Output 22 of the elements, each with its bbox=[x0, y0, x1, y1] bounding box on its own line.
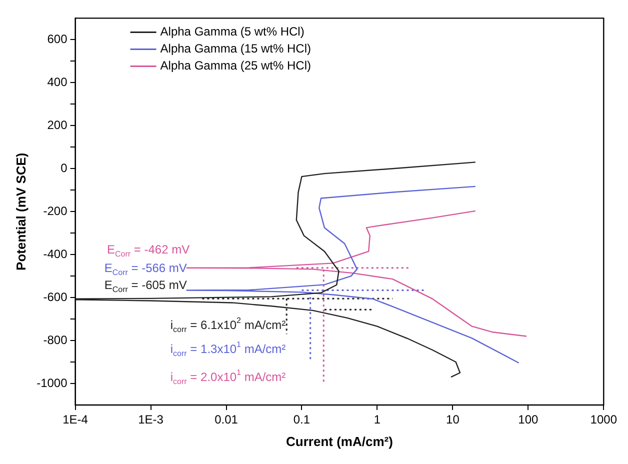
y-tick-label: -400 bbox=[43, 246, 68, 261]
x-tick-label: 10 bbox=[446, 412, 460, 427]
y-tick-label: 200 bbox=[47, 118, 68, 132]
y-axis-title: Potential (mV SCE) bbox=[13, 152, 28, 270]
x-tick-label: 1 bbox=[374, 412, 381, 427]
x-tick-label: 1000 bbox=[590, 412, 618, 427]
legend-label: Alpha Gamma (25 wt% HCl) bbox=[160, 58, 312, 73]
y-tick-label: 600 bbox=[47, 32, 68, 46]
legend-label: Alpha Gamma (5 wt% HCl) bbox=[160, 24, 304, 39]
y-tick-label: 0 bbox=[60, 160, 68, 175]
y-tick-label: -800 bbox=[43, 332, 68, 347]
x-tick-label: 0.1 bbox=[293, 412, 310, 427]
y-tick-label: -1000 bbox=[36, 376, 68, 390]
y-tick-label: -600 bbox=[43, 290, 68, 304]
y-tick-label: 400 bbox=[47, 74, 68, 89]
x-axis-title: Current (mA/cm²) bbox=[286, 434, 393, 449]
x-tick-label: 1E-4 bbox=[62, 412, 88, 427]
x-tick-label: 0.01 bbox=[214, 412, 238, 427]
legend-label: Alpha Gamma (15 wt% HCl) bbox=[160, 42, 312, 56]
x-tick-label: 100 bbox=[518, 412, 539, 427]
y-tick-label: -200 bbox=[43, 204, 68, 218]
x-tick-label: 1E-3 bbox=[138, 412, 164, 427]
